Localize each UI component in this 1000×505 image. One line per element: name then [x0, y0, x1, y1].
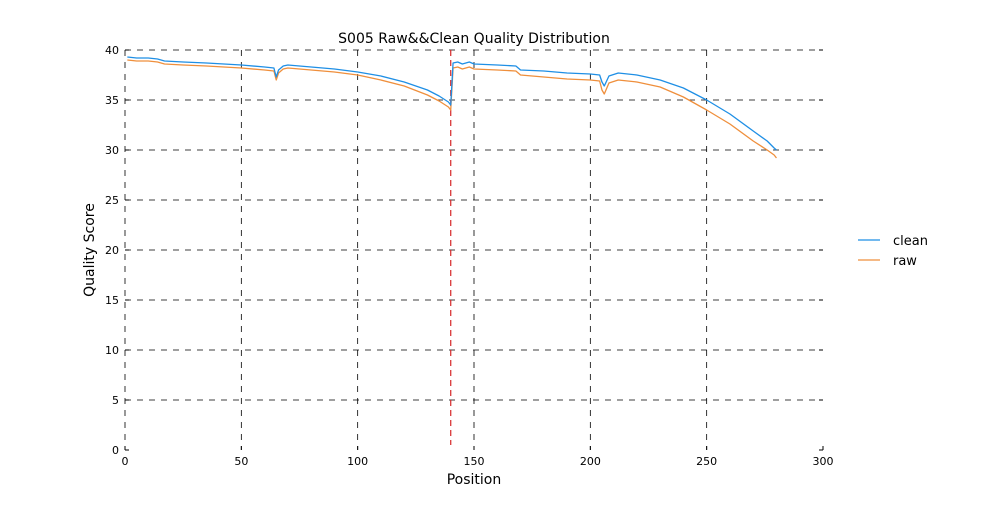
y-tick-label: 0 — [112, 444, 119, 457]
y-axis-label: Quality Score — [82, 203, 98, 297]
legend-label-clean: clean — [893, 234, 928, 249]
x-tick-label: 50 — [234, 455, 248, 468]
plot-area: 0 50 100 150 200 250 300 0 5 10 15 20 25 30 35 40 — [105, 44, 834, 468]
x-tick-label: 200 — [580, 455, 601, 468]
y-tick-label: 15 — [105, 294, 119, 307]
y-tick-label: 40 — [105, 44, 119, 57]
x-tick-label: 300 — [813, 455, 834, 468]
legend: clean raw — [858, 234, 928, 269]
legend-label-raw: raw — [893, 254, 917, 269]
series-line-clean — [127, 56, 777, 151]
y-tick-label: 30 — [105, 144, 119, 157]
x-tick-label: 100 — [347, 455, 368, 468]
x-tick-label: 250 — [696, 455, 717, 468]
y-tick-label: 10 — [105, 344, 119, 357]
y-tick-label: 25 — [105, 194, 119, 207]
y-tick-label: 20 — [105, 244, 119, 257]
y-tick-label: 5 — [112, 394, 119, 407]
x-axis-label: Position — [447, 472, 502, 488]
x-tick-label: 150 — [464, 455, 485, 468]
chart-title: S005 Raw&&Clean Quality Distribution — [338, 31, 610, 47]
series-line-raw — [127, 59, 777, 159]
y-tick-label: 35 — [105, 94, 119, 107]
x-tick-label: 0 — [122, 455, 129, 468]
